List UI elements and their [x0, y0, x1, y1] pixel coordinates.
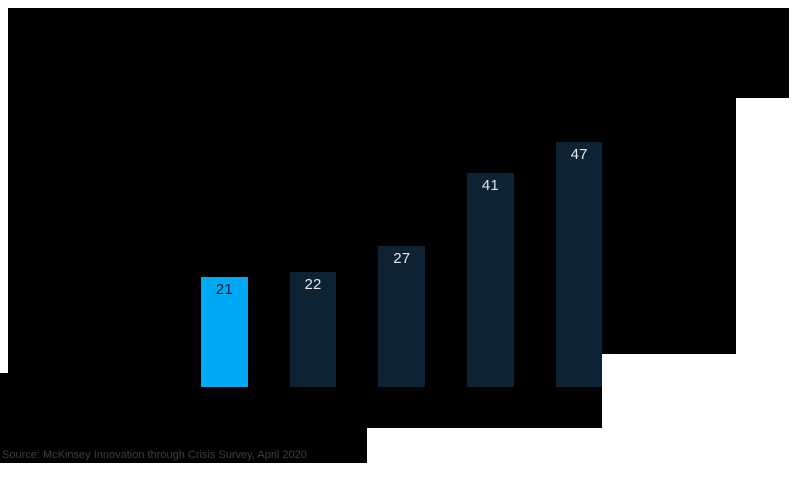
left-edge-black-panel: [0, 373, 8, 463]
bar-value-label: 41: [481, 176, 499, 194]
plot-area-black-panel: [8, 98, 736, 354]
bar-22: 22: [289, 272, 337, 387]
bar-value-label: 22: [304, 276, 322, 294]
bar-value-label: 47: [570, 145, 588, 163]
bar-41: 41: [467, 172, 514, 387]
source-note: Source: McKinsey Innovation through Cris…: [2, 449, 307, 461]
header-black-panel: [8, 8, 789, 98]
bar-value-label: 27: [393, 250, 411, 268]
bar-47: 47: [555, 141, 603, 387]
bar-27: 27: [378, 246, 426, 387]
footer-black-panel: [0, 428, 367, 463]
bar-21: 21: [201, 277, 248, 387]
bar-value-label: 21: [215, 281, 233, 299]
